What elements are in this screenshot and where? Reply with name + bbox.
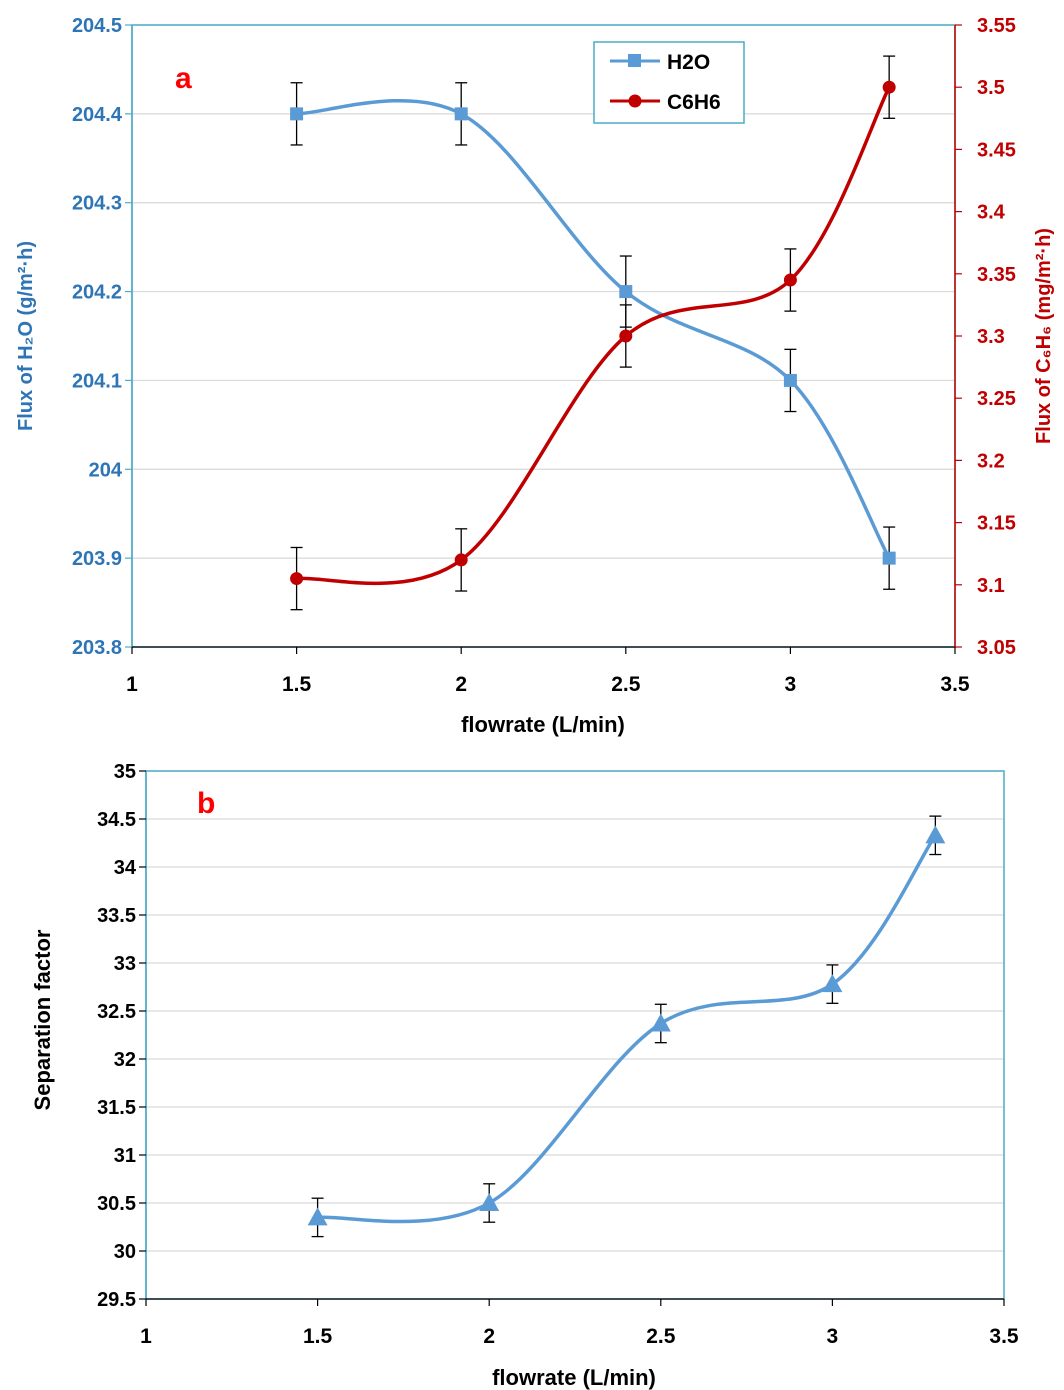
y-right-tick-label: 3.05	[977, 637, 1016, 659]
x-tick-label: 3	[785, 673, 797, 696]
data-point	[783, 373, 797, 387]
y-right-tick-label: 3.25	[977, 388, 1016, 410]
x-tick-label: 1	[140, 1325, 152, 1348]
data-point	[619, 329, 633, 343]
data-point	[882, 80, 896, 94]
data-point	[290, 572, 304, 586]
x-tick-label: 2	[455, 673, 467, 696]
x-tick-label: 3.5	[989, 1325, 1019, 1348]
data-point	[307, 1207, 328, 1226]
data-point	[925, 825, 946, 844]
data-point	[882, 551, 896, 565]
chart-panel-a: 203.8 203.9 204 204.1 204.2 204.3 204.4 204.5 3.…	[15, 15, 1055, 737]
data-point	[454, 107, 468, 121]
legend-label-h2o: H2O	[667, 51, 710, 74]
x-tick-label: 2.5	[646, 1325, 676, 1348]
y-tick-label: 29.5	[97, 1289, 136, 1311]
x-tick-label: 1.5	[303, 1325, 333, 1348]
y-tick-label: 35	[114, 761, 136, 783]
y-tick-label: 33	[114, 953, 136, 975]
legend-box	[593, 41, 745, 124]
y-axis-label: Separation factor	[30, 929, 55, 1110]
data-point	[290, 107, 304, 121]
y-tick-label: 31.5	[97, 1097, 136, 1119]
series-group	[307, 815, 946, 1238]
y-right-tick-label: 3.3	[977, 326, 1005, 348]
y-right-tick-label: 3.15	[977, 513, 1016, 535]
x-tick-label: 2	[483, 1325, 495, 1348]
axes: 203.8 203.9 204 204.1 204.2 204.3 204.4 204.5 3.…	[72, 15, 1016, 696]
x-axis-label: flowrate (L/min)	[492, 1365, 656, 1390]
gridlines	[132, 24, 955, 648]
y-tick-label: 30.5	[97, 1193, 136, 1215]
y-tick-label: 31	[114, 1145, 136, 1167]
plot-frame	[131, 24, 956, 648]
y-tick-label: 204.2	[72, 282, 122, 304]
y-tick-label: 204.3	[72, 193, 122, 215]
y-tick-label: 204.4	[72, 104, 123, 126]
y-tick-label: 33.5	[97, 905, 136, 927]
series-line-h2o	[294, 98, 891, 560]
x-tick-label: 3	[827, 1325, 839, 1348]
data-point	[822, 974, 843, 993]
y-tick-label: 203.9	[72, 548, 122, 570]
data-point	[454, 553, 468, 567]
panel-label: b	[197, 787, 215, 820]
y-right-tick-label: 3.4	[977, 202, 1006, 224]
series-line-c6h6	[294, 85, 891, 586]
y-axis-right-label: Flux of C₆H₆ (mg/m²·h)	[1033, 228, 1055, 444]
y-tick-label: 32.5	[97, 1001, 136, 1023]
y-right-tick-label: 3.45	[977, 139, 1016, 161]
legend-label-c6h6: C6H6	[667, 91, 721, 114]
y-tick-label: 34.5	[97, 809, 136, 831]
y-right-tick-label: 3.55	[977, 15, 1016, 37]
data-point	[479, 1193, 500, 1211]
legend-marker-c6h6	[628, 94, 642, 108]
y-tick-label: 204.5	[72, 15, 122, 37]
x-tick-label: 3.5	[940, 673, 970, 696]
y-tick-label: 32	[114, 1049, 136, 1071]
x-tick-label: 1.5	[282, 673, 312, 696]
y-tick-label: 204.1	[72, 370, 122, 392]
data-point	[650, 1013, 671, 1032]
y-axis-left-label: Flux of H₂O (g/m²·h)	[15, 241, 37, 431]
data-point	[619, 285, 633, 299]
y-tick-label: 204	[89, 459, 123, 481]
y-tick-label: 30	[114, 1241, 136, 1263]
series-line-separation-factor	[315, 833, 938, 1224]
y-right-tick-label: 3.1	[977, 575, 1005, 597]
legend: H2O C6H6	[593, 41, 745, 124]
y-right-tick-label: 3.35	[977, 264, 1016, 286]
y-right-tick-label: 3.5	[977, 77, 1005, 99]
x-tick-label: 1	[126, 673, 138, 696]
y-tick-label: 34	[114, 857, 137, 879]
plot-frame	[145, 770, 1005, 1300]
x-axis-label: flowrate (L/min)	[461, 712, 625, 737]
data-point	[783, 273, 797, 287]
y-right-tick-label: 3.2	[977, 450, 1005, 472]
y-tick-label: 203.8	[72, 637, 122, 659]
series-group	[290, 55, 896, 611]
x-tick-label: 2.5	[611, 673, 641, 696]
legend-marker-h2o	[628, 54, 641, 67]
gridlines	[146, 770, 1004, 1300]
panel-label: a	[175, 62, 192, 95]
